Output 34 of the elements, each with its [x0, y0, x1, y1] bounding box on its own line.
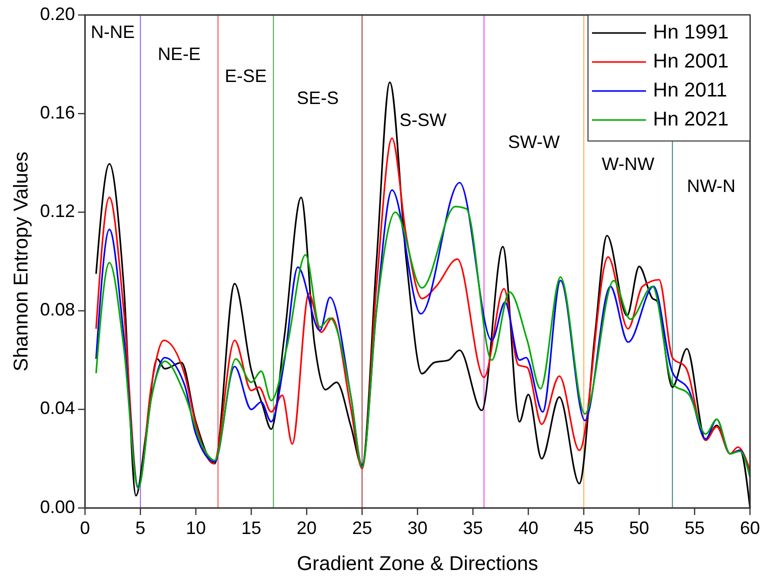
x-tick-label: 35 [462, 518, 483, 538]
line-series [95, 81, 751, 509]
annotation: E-SE [224, 66, 267, 86]
x-tick-label: 50 [629, 518, 650, 538]
x-tick-label: 55 [684, 518, 705, 538]
x-tick-label: 0 [80, 518, 90, 538]
annotation: SW-W [508, 132, 560, 152]
y-tick-label: 0.00 [40, 496, 75, 517]
x-tick-label: 40 [518, 518, 538, 538]
y-tick-label: 0.20 [40, 4, 75, 24]
y-tick-label: 0.12 [40, 200, 75, 221]
legend-label: Hn 2021 [653, 108, 729, 130]
x-tick-label: 5 [135, 518, 146, 538]
y-axis-title: Shannon Entropy Values [10, 152, 32, 372]
legend-label: Hn 2011 [653, 79, 728, 102]
x-tick-label: 45 [574, 518, 594, 538]
annotation: W-NW [602, 154, 654, 174]
y-tick-label: 0.04 [40, 398, 75, 418]
legend-label: Hn 2001 [653, 50, 729, 72]
legend-label: Hn 1991 [653, 21, 729, 44]
annotation: S-SW [400, 110, 447, 130]
x-tick-label: 15 [241, 518, 262, 538]
x-tick-label: 30 [407, 518, 428, 538]
x-tick-label: 20 [296, 518, 317, 538]
annotation: N-NE [90, 22, 135, 42]
x-axis-title: Gradient Zone & Directions [296, 553, 538, 575]
annotation: NW-N [686, 176, 736, 196]
y-tick-label: 0.16 [40, 102, 75, 122]
x-tick-label: 25 [352, 518, 372, 538]
x-tick-label: 60 [740, 518, 760, 538]
y-tick-label: 0.08 [40, 300, 75, 320]
annotation: SE-S [296, 88, 339, 108]
annotation: NE-E [158, 44, 201, 64]
x-tick-label: 10 [186, 518, 206, 538]
